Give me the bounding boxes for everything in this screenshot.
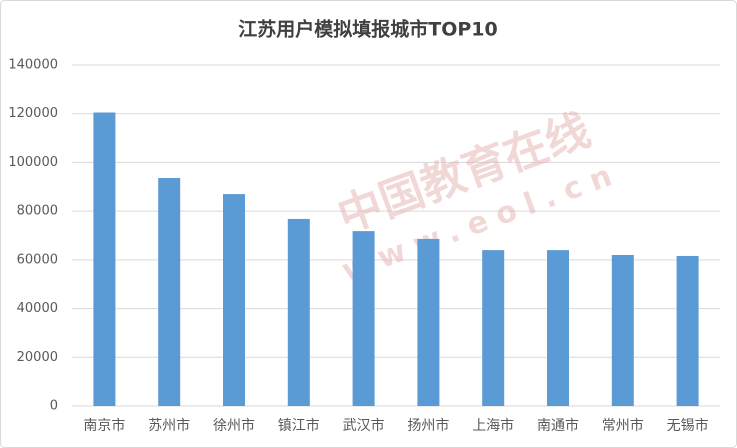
x-tick-label: 扬州市 bbox=[407, 417, 449, 434]
bar bbox=[287, 218, 310, 406]
y-tick-label: 100000 bbox=[8, 155, 58, 170]
x-tick-label: 苏州市 bbox=[148, 417, 190, 434]
bar bbox=[93, 112, 116, 406]
bar bbox=[158, 178, 181, 406]
bar bbox=[611, 254, 634, 406]
y-tick-label: 120000 bbox=[8, 106, 58, 121]
bar bbox=[676, 255, 699, 406]
y-tick-label: 140000 bbox=[8, 58, 58, 73]
x-tick-label: 上海市 bbox=[472, 417, 514, 434]
bar bbox=[547, 250, 569, 406]
bar bbox=[352, 231, 375, 406]
x-tick-label: 徐州市 bbox=[213, 417, 255, 434]
y-tick-label: 0 bbox=[50, 399, 58, 414]
y-tick-label: 40000 bbox=[17, 301, 58, 316]
bar bbox=[417, 238, 440, 406]
y-tick-label: 60000 bbox=[17, 252, 58, 267]
bar bbox=[223, 194, 245, 406]
x-tick-label: 常州市 bbox=[602, 417, 644, 434]
chart-title: 江苏用户模拟填报城市TOP10 bbox=[238, 18, 497, 41]
x-tick-label: 南京市 bbox=[83, 417, 125, 434]
x-tick-label: 镇江市 bbox=[278, 417, 320, 434]
x-tick-label: 南通市 bbox=[537, 417, 579, 434]
x-tick-label: 武汉市 bbox=[343, 417, 385, 434]
y-tick-label: 80000 bbox=[17, 204, 58, 219]
bar bbox=[482, 250, 505, 406]
x-tick-label: 无锡市 bbox=[667, 417, 709, 434]
y-tick-label: 20000 bbox=[17, 350, 58, 365]
